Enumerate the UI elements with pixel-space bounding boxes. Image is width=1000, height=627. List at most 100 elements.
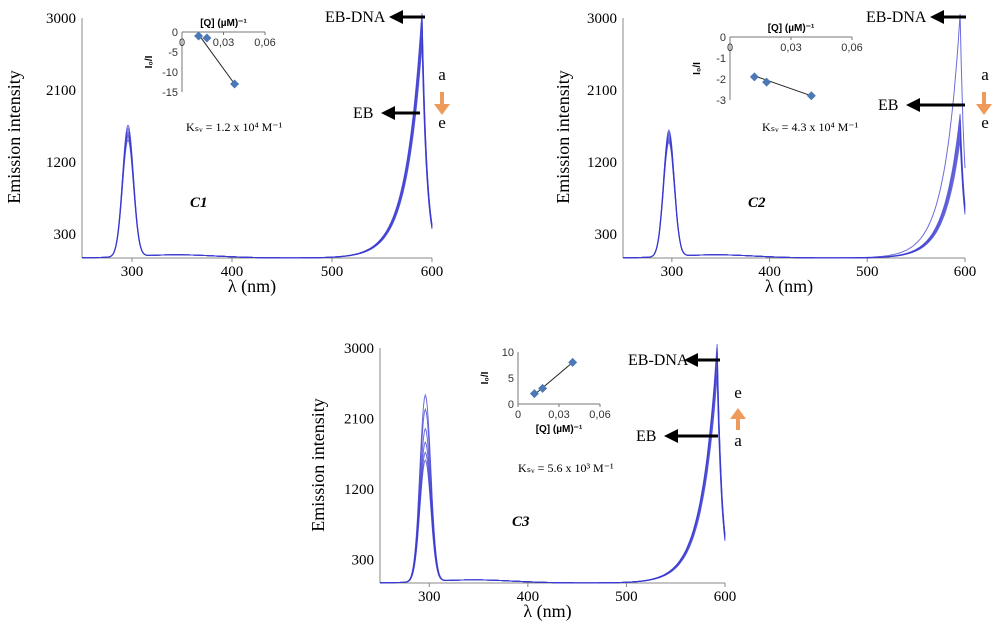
chart-C2: 300 400 500 600 300 1200 2100 3000 λ (nm) Emissio…: [553, 9, 992, 297]
series-start-letter: a: [981, 65, 989, 84]
eb-dna-label: EB-DNA: [628, 352, 689, 369]
inset-y-tick-label: 10: [502, 347, 514, 359]
spectrum-curve: [82, 43, 433, 259]
inset-y-tick-label: -1: [716, 53, 726, 65]
inset-fit-line: [754, 75, 812, 97]
inset-fit-line: [198, 34, 235, 85]
x-tick-label: 300: [418, 589, 441, 605]
inset-x-tick-label: 0,06: [254, 37, 275, 49]
y-axis-label: Emission intensity: [308, 398, 328, 532]
spectrum-curve: [623, 133, 966, 259]
inset-x-label: [Q] (µM)⁻¹: [536, 424, 583, 435]
eb-arrow-head: [664, 429, 678, 443]
inset-data-point: [202, 33, 212, 43]
spectrum-curve: [82, 37, 433, 259]
y-tick-label: 3000: [46, 11, 76, 27]
series-end-letter: e: [734, 383, 742, 402]
x-tick-label: 400: [758, 264, 781, 280]
y-tick-label: 300: [352, 553, 375, 569]
x-tick-label: 600: [421, 264, 444, 280]
eb-dna-arrow-head: [389, 10, 403, 24]
x-axis-label: λ (nm): [765, 276, 813, 297]
inset-data-point: [194, 31, 204, 41]
inset-data-point: [538, 383, 548, 393]
series-end-letter: e: [438, 113, 446, 132]
x-tick-label: 300: [121, 264, 144, 280]
y-axis-label: Emission intensity: [4, 70, 24, 204]
eb-dna-arrow-head: [930, 10, 944, 24]
series-start-letter: a: [438, 65, 446, 84]
x-tick-label: 600: [954, 264, 977, 280]
inset-y-tick-label: 5: [508, 373, 514, 385]
eb-arrow-head: [906, 98, 920, 112]
ksv-text: Kₛᵥ = 4.3 x 10⁴ M⁻¹: [762, 120, 859, 134]
inset-y-tick-label: -5: [168, 47, 178, 59]
inset-data-point: [230, 79, 240, 89]
eb-label: EB: [353, 105, 373, 122]
x-tick-label: 500: [321, 264, 344, 280]
eb-dna-arrow-head: [684, 353, 698, 367]
inset-x-tick-label: 0,06: [841, 42, 862, 54]
y-tick-label: 1200: [344, 482, 374, 498]
inset-y-tick-label: -10: [162, 67, 178, 79]
trend-arrow-head: [976, 104, 992, 115]
inset-y-tick-label: 0: [172, 27, 178, 39]
x-axis-label: λ (nm): [523, 601, 571, 622]
x-tick-label: 300: [661, 264, 684, 280]
eb-arrow-head: [381, 106, 395, 120]
spectrum-curve: [380, 375, 726, 584]
x-tick-label: 500: [615, 589, 638, 605]
inset-x-tick-label: 0,03: [548, 409, 569, 421]
y-tick-label: 2100: [344, 412, 374, 428]
inset-y-label: I₀/I: [692, 62, 703, 75]
inset-data-point: [806, 91, 816, 101]
y-tick-label: 300: [54, 227, 77, 243]
eb-label: EB: [636, 428, 656, 445]
inset-y-label: I₀/I: [480, 371, 491, 384]
inset-x-tick-label: 0,03: [780, 42, 801, 54]
x-axis-label: λ (nm): [228, 276, 276, 297]
eb-dna-label: EB-DNA: [325, 9, 386, 26]
panel-label: C1: [190, 195, 208, 211]
eb-dna-label: EB-DNA: [866, 9, 927, 26]
ksv-text: Kₛᵥ = 1.2 x 10⁴ M⁻¹: [186, 120, 283, 134]
spectrum-curve: [380, 367, 726, 584]
inset-x-label: [Q] (µM)⁻¹: [200, 18, 247, 29]
inset-x-tick-label: 0,06: [589, 409, 610, 421]
inset-C3: 0 0,03 0,06 0 5 10 [Q] (µM)⁻¹ I₀/I Kₛᵥ = 5.6 x 1…: [480, 347, 614, 475]
spectrum-curve: [82, 15, 433, 259]
trend-arrow-head: [730, 408, 746, 419]
y-tick-label: 1200: [587, 155, 617, 171]
inset-data-point: [749, 72, 759, 82]
inset-y-tick-label: 0: [720, 32, 726, 44]
inset-data-point: [529, 389, 539, 399]
inset-y-tick-label: -2: [716, 74, 726, 86]
inset-x-label: [Q] (µM)⁻¹: [768, 23, 815, 34]
y-tick-label: 1200: [46, 155, 76, 171]
trend-arrow-head: [434, 104, 450, 115]
y-tick-label: 300: [595, 227, 618, 243]
ksv-text: Kₛᵥ = 5.6 x 10³ M⁻¹: [518, 461, 614, 475]
inset-y-tick-label: -3: [716, 95, 726, 107]
chart-C1: 300 400 500 600 300 1200 2100 3000 λ (nm) Emissio…: [4, 9, 450, 297]
x-tick-label: 500: [856, 264, 879, 280]
inset-x-tick-label: 0: [179, 37, 185, 49]
y-tick-label: 3000: [587, 11, 617, 27]
y-tick-label: 2100: [587, 83, 617, 99]
y-tick-label: 3000: [344, 341, 374, 357]
y-axis-label: Emission intensity: [553, 70, 573, 204]
spectrum-curve: [82, 13, 433, 259]
series-start-letter: a: [734, 431, 742, 450]
y-tick-label: 2100: [46, 83, 76, 99]
spectrum-curve: [82, 29, 433, 259]
x-tick-label: 400: [221, 264, 244, 280]
x-tick-label: 600: [714, 589, 737, 605]
inset-data-point: [568, 357, 578, 367]
spectrum-curve: [82, 21, 433, 259]
inset-data-point: [762, 77, 772, 87]
panel-label: C3: [512, 514, 530, 530]
